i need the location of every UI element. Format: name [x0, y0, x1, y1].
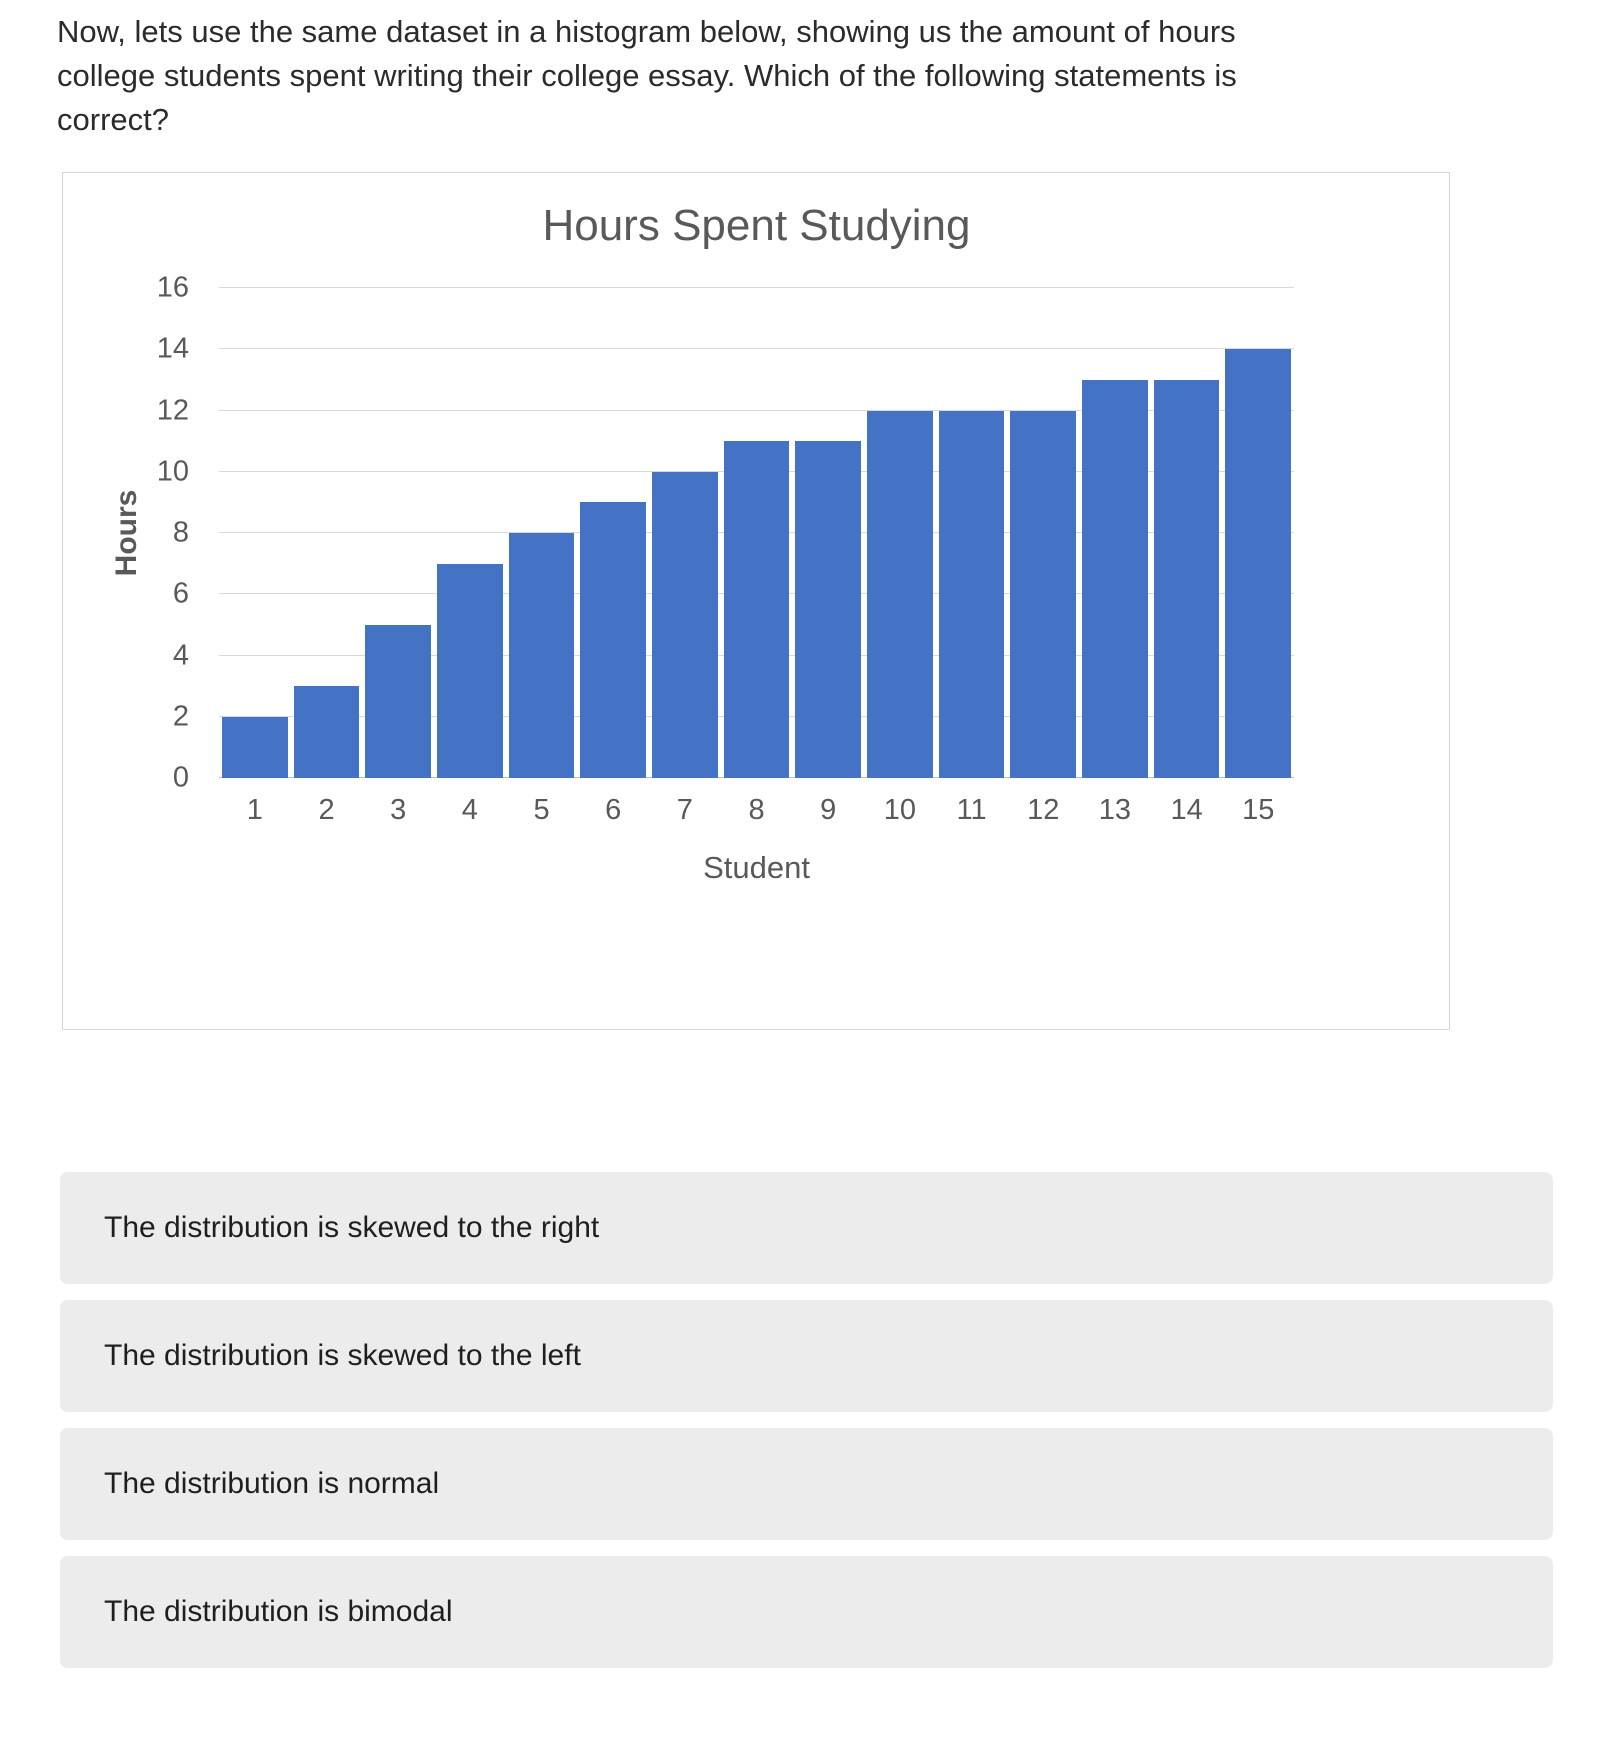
bar-student-13 [1082, 379, 1148, 779]
x-tick-label: 7 [676, 794, 693, 827]
bar-student-11 [938, 410, 1005, 779]
answer-option-label: The distribution is normal [104, 1467, 440, 1500]
x-tick-label: 8 [748, 794, 765, 827]
answer-option-skewed-left[interactable]: The distribution is skewed to the left [60, 1300, 1553, 1412]
x-tick-label: 9 [820, 794, 837, 827]
answer-option-label: The distribution is skewed to the left [104, 1339, 581, 1372]
x-tick-label: 2 [318, 794, 335, 827]
y-tick-label: 12 [156, 394, 189, 427]
bar-student-15 [1225, 349, 1292, 779]
bar-student-8 [723, 441, 790, 779]
bar-student-12 [1010, 410, 1077, 779]
bar-student-1 [222, 716, 288, 779]
y-tick-label: 16 [156, 271, 189, 304]
x-tick-label: 3 [390, 794, 407, 827]
y-tick-label: 4 [172, 639, 189, 672]
y-tick-label: 14 [156, 332, 189, 365]
gridline [219, 409, 1294, 411]
chart-title: Hours Spent Studying [542, 201, 971, 251]
y-tick-label: 2 [172, 700, 189, 733]
answer-option-label: The distribution is skewed to the right [104, 1211, 600, 1244]
answer-options: The distribution is skewed to the right … [60, 1172, 1553, 1684]
answer-option-bimodal[interactable]: The distribution is bimodal [60, 1556, 1553, 1668]
plot-area: 0 2 4 6 8 10 12 14 16 1 2 3 4 5 6 7 8 9 10 11 12 13 14 15 Stud… [157, 272, 1294, 885]
gridline [219, 348, 1294, 350]
bar-student-10 [867, 410, 933, 779]
answer-option-normal[interactable]: The distribution is normal [60, 1428, 1553, 1540]
bar-student-5 [508, 533, 575, 779]
y-tick-label: 10 [156, 455, 189, 488]
x-tick-label: 15 [1242, 794, 1275, 827]
x-tick-label: 1 [246, 794, 263, 827]
x-axis-label: Student [703, 850, 810, 886]
y-tick-label: 8 [172, 516, 189, 549]
x-tick-label: 11 [956, 794, 987, 827]
bar-student-4 [437, 563, 503, 779]
bar-student-2 [293, 686, 360, 779]
y-tick-label: 6 [172, 577, 189, 610]
bar-student-7 [652, 471, 718, 779]
x-tick-label: 10 [883, 794, 917, 827]
x-tick-row: 1 2 3 4 5 6 7 8 9 10 11 12 13 14 15 [219, 794, 1294, 827]
bar-student-6 [580, 502, 647, 779]
x-tick-label: 6 [605, 794, 622, 827]
bar-student-3 [365, 624, 432, 779]
answer-option-skewed-right[interactable]: The distribution is skewed to the right [60, 1172, 1553, 1284]
x-tick-label: 14 [1170, 794, 1203, 827]
x-tick-label: 5 [533, 794, 550, 827]
chart: Hours Spent Studying Hours 0 2 4 6 8 10 12 14 16… [62, 172, 1450, 1031]
x-tick-label: 13 [1098, 794, 1132, 827]
gridline [219, 287, 1294, 289]
question-text: Now, lets use the same dataset in a hist… [57, 14, 1237, 138]
answer-option-label: The distribution is bimodal [104, 1595, 453, 1628]
x-tick-label: 12 [1027, 794, 1060, 827]
bar-student-9 [795, 441, 862, 779]
bars-layer [219, 288, 1294, 779]
x-tick-label: 4 [461, 794, 478, 827]
bar-student-14 [1153, 379, 1220, 779]
y-tick-label: 0 [172, 761, 189, 794]
y-axis-label: Hours [110, 489, 143, 577]
